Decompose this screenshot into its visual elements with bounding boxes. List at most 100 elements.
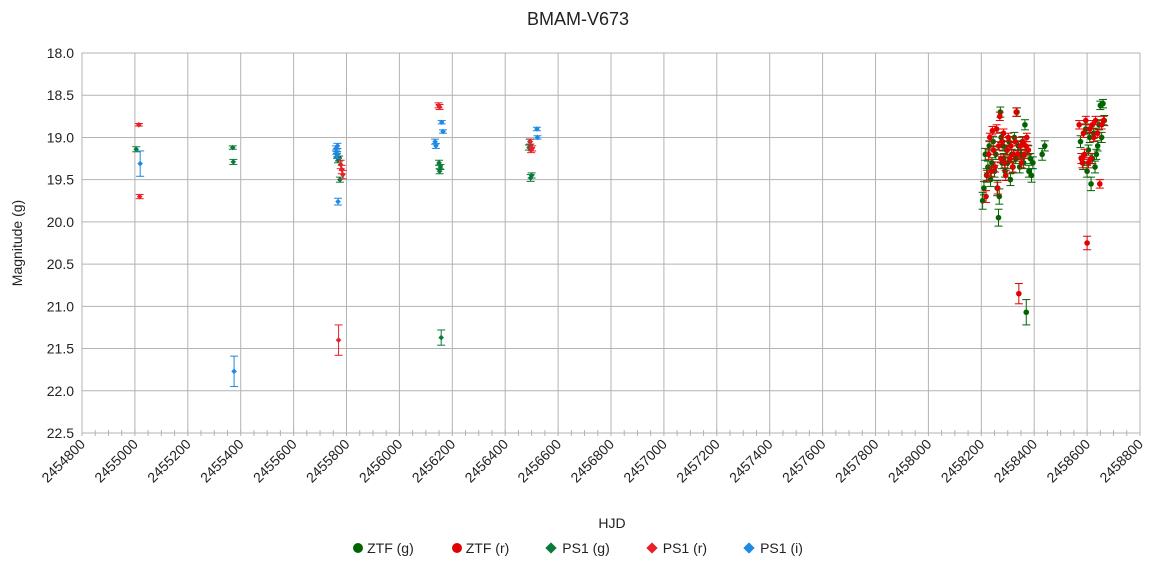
circle-marker	[1092, 117, 1099, 124]
circle-marker	[1094, 130, 1101, 137]
legend-entry: ZTF (g)	[353, 540, 414, 556]
circle-marker	[1023, 134, 1030, 141]
data-point	[337, 164, 346, 175]
diamond-marker	[339, 171, 346, 178]
data-point	[1091, 115, 1100, 126]
circle-marker	[1028, 172, 1035, 179]
legend-label: PS1 (r)	[662, 540, 708, 556]
circle-marker	[989, 159, 995, 166]
diamond-marker	[335, 198, 341, 205]
legend-label: PS1 (i)	[760, 540, 803, 556]
circle-marker	[1041, 143, 1048, 149]
x-axis-ticks: 2454800 2455000 2455200 2455400 2455600 24558…	[38, 430, 1146, 486]
data-point	[1087, 152, 1096, 165]
circle-marker	[1007, 176, 1014, 183]
circle-marker	[1018, 159, 1025, 166]
data-point	[1001, 169, 1010, 182]
grid-lines	[81, 52, 1141, 434]
circle-marker-icon	[451, 543, 462, 553]
diamond-marker-icon	[646, 542, 658, 554]
diamond-marker	[529, 145, 535, 152]
x-tick-label: 2456800	[567, 436, 617, 486]
data-point	[526, 138, 535, 145]
diamond-marker	[337, 176, 343, 183]
x-tick-label: 2458000	[885, 436, 935, 486]
circle-marker	[1016, 290, 1022, 297]
y-tick-label: 19.0	[47, 129, 74, 145]
circle-marker	[1021, 151, 1027, 158]
data-point	[532, 126, 541, 132]
x-tick-label: 2455000	[91, 436, 141, 486]
circle-marker	[1009, 164, 1016, 170]
x-tick-label: 2455800	[303, 436, 353, 486]
x-tick-label: 2457600	[779, 436, 829, 486]
y-tick-label: 22.0	[47, 383, 74, 399]
diamond-marker	[438, 334, 444, 341]
x-tick-label: 2458200	[938, 436, 988, 486]
data-point	[995, 188, 1004, 205]
x-tick-label: 2455200	[144, 436, 194, 486]
data-point	[987, 165, 996, 177]
circle-marker	[1039, 151, 1045, 158]
data-point	[1000, 157, 1009, 169]
data-point	[1008, 161, 1017, 173]
circle-marker	[1085, 159, 1092, 166]
diamond-marker	[334, 143, 341, 149]
circle-marker	[992, 164, 998, 170]
x-tick-label: 2454800	[38, 436, 88, 486]
legend: ZTF (g) ZTF (r) PS1 (g) PS1 (r) PS1 (i)	[0, 540, 1156, 556]
series-ps1-r	[134, 102, 537, 356]
y-tick-label: 19.5	[47, 172, 74, 188]
x-tick-label: 2457400	[726, 436, 776, 486]
data-point	[982, 190, 991, 203]
circle-marker	[997, 113, 1003, 120]
data-point	[1099, 115, 1108, 126]
diamond-marker	[230, 159, 237, 165]
data-point	[533, 134, 542, 141]
circle-marker	[985, 164, 991, 170]
circle-marker	[1081, 151, 1088, 158]
circle-marker	[984, 172, 990, 179]
circle-marker	[1092, 164, 1098, 170]
data-point	[1011, 136, 1020, 147]
data-point	[527, 172, 536, 179]
data-point	[437, 119, 446, 126]
circle-marker	[994, 185, 1001, 191]
legend-entry: PS1 (r)	[646, 540, 708, 556]
circle-marker	[1030, 159, 1036, 166]
circle-marker	[983, 193, 989, 200]
diamond-marker	[534, 134, 541, 141]
circle-marker	[1088, 155, 1094, 162]
circle-marker	[1012, 138, 1018, 145]
x-tick-label: 2456400	[461, 436, 511, 486]
data-point	[334, 324, 343, 356]
circle-marker	[1013, 109, 1020, 115]
circle-marker	[1025, 147, 1032, 153]
data-point	[1083, 164, 1092, 178]
circle-marker	[1008, 143, 1014, 149]
circle-marker	[1022, 121, 1028, 128]
data-point	[1040, 140, 1049, 152]
diamond-marker	[440, 128, 446, 135]
data-point	[1083, 235, 1092, 251]
data-point	[333, 142, 342, 149]
y-tick-label: 18.0	[47, 45, 74, 61]
circle-marker	[1086, 134, 1093, 141]
diamond-marker	[231, 368, 237, 375]
circle-marker	[1026, 168, 1032, 175]
data-point	[993, 181, 1002, 195]
data-point	[228, 144, 237, 151]
data-point	[1022, 132, 1031, 143]
circle-marker	[1005, 134, 1012, 141]
circle-marker	[1082, 117, 1089, 124]
circle-marker	[990, 147, 997, 153]
diamond-marker	[335, 337, 342, 343]
diamond-marker	[528, 172, 535, 179]
circle-marker	[993, 126, 1000, 132]
circle-marker	[1080, 130, 1087, 137]
x-axis-label: HJD	[598, 515, 625, 531]
data-point	[136, 150, 145, 177]
data-point	[995, 111, 1004, 122]
data-point	[1017, 157, 1026, 169]
